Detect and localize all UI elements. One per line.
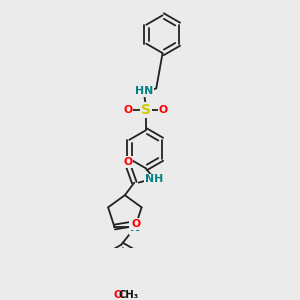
Text: CH₃: CH₃ xyxy=(118,290,138,300)
Text: O: O xyxy=(114,290,123,300)
Text: O: O xyxy=(123,105,133,115)
Text: S: S xyxy=(141,103,151,117)
Text: HN: HN xyxy=(135,86,153,96)
Text: NH: NH xyxy=(145,175,164,184)
Text: O: O xyxy=(123,157,133,167)
Text: N: N xyxy=(130,220,140,233)
Text: O: O xyxy=(159,105,168,115)
Text: O: O xyxy=(132,219,141,229)
